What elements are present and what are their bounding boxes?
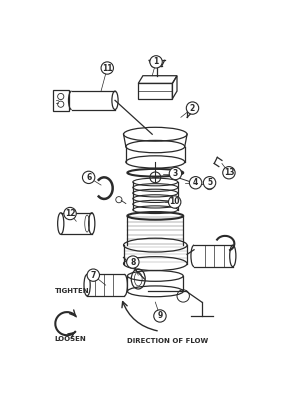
Circle shape bbox=[101, 62, 113, 74]
Circle shape bbox=[127, 256, 139, 268]
Text: TIGHTEN: TIGHTEN bbox=[55, 288, 89, 294]
Circle shape bbox=[169, 196, 181, 208]
Text: 13: 13 bbox=[224, 168, 234, 177]
Text: DIRECTION OF FLOW: DIRECTION OF FLOW bbox=[127, 338, 208, 344]
Text: 12: 12 bbox=[65, 209, 75, 218]
Circle shape bbox=[87, 269, 100, 281]
Text: 9: 9 bbox=[157, 312, 163, 320]
Circle shape bbox=[203, 176, 216, 189]
Circle shape bbox=[154, 310, 166, 322]
Circle shape bbox=[150, 56, 162, 68]
Circle shape bbox=[186, 102, 199, 114]
Circle shape bbox=[82, 171, 95, 184]
Text: 4: 4 bbox=[193, 178, 198, 187]
Circle shape bbox=[189, 176, 202, 189]
Text: 5: 5 bbox=[207, 178, 212, 187]
Text: 8: 8 bbox=[130, 258, 136, 266]
Circle shape bbox=[169, 167, 182, 180]
Text: 1: 1 bbox=[153, 57, 159, 66]
Text: 2: 2 bbox=[190, 104, 195, 112]
Text: LOOSEN: LOOSEN bbox=[55, 336, 86, 342]
Circle shape bbox=[64, 207, 76, 220]
Text: 7: 7 bbox=[91, 271, 96, 280]
Text: 10: 10 bbox=[169, 198, 180, 206]
Text: 6: 6 bbox=[86, 173, 91, 182]
Text: 3: 3 bbox=[173, 169, 178, 178]
Text: 11: 11 bbox=[102, 64, 112, 72]
Circle shape bbox=[223, 166, 235, 179]
